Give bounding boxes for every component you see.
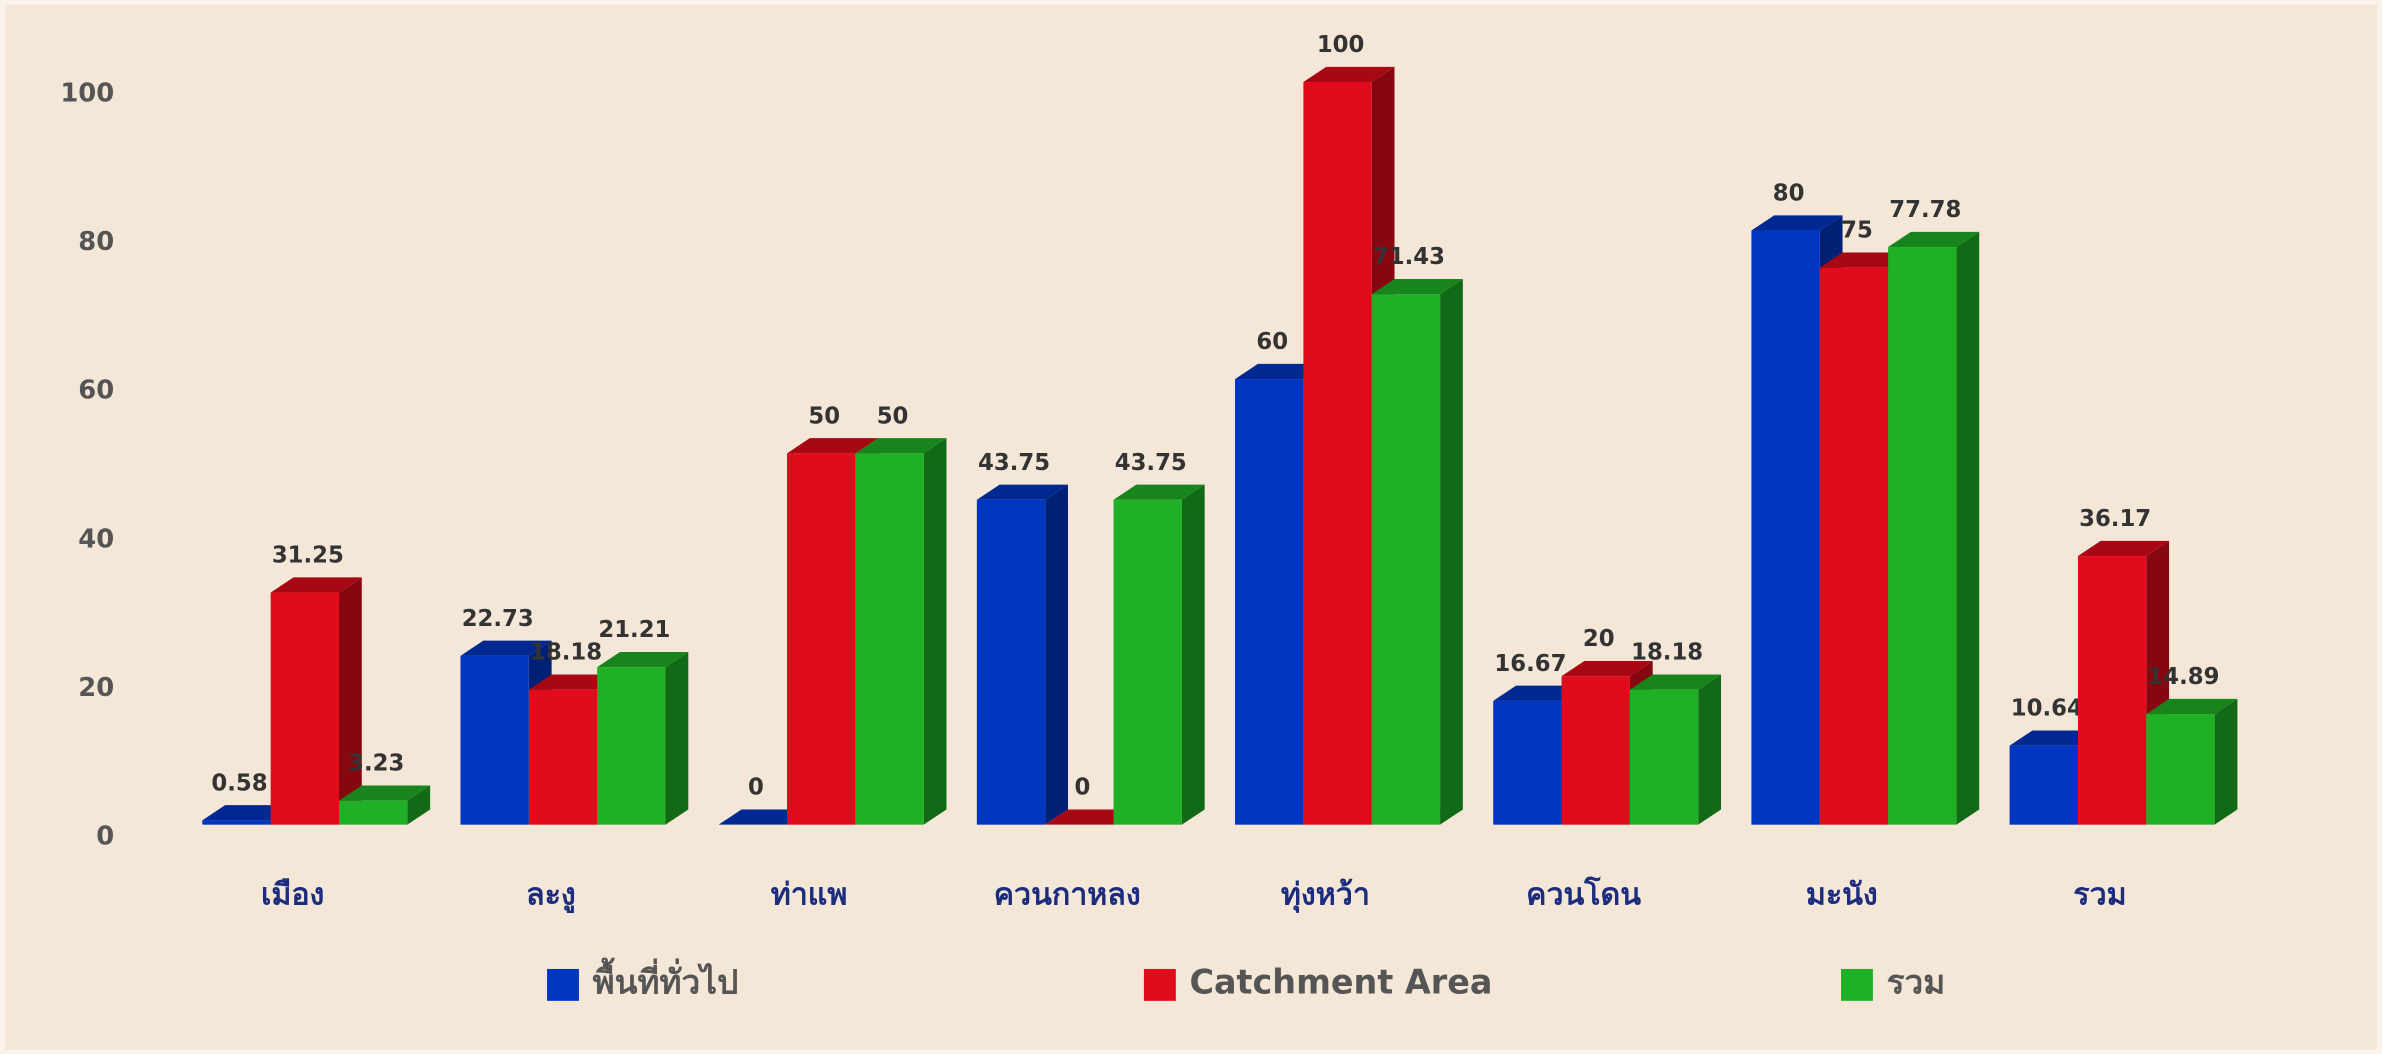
bar [1751, 230, 1820, 825]
bar [1371, 294, 1441, 825]
data-label: 43.75 [1115, 450, 1187, 476]
bar [1303, 82, 1372, 825]
bar-side [2214, 698, 2238, 825]
bar-top [2146, 698, 2238, 715]
x-tick-label: ควนโดน [1526, 876, 1641, 913]
x-tick-label: ควนกาหลง [994, 878, 1141, 913]
data-label: 3.23 [348, 751, 404, 777]
bar-side [923, 438, 947, 825]
bar-top [855, 438, 947, 454]
data-label: 21.21 [598, 617, 670, 643]
bar [1819, 267, 1889, 825]
bar-side [1698, 674, 1722, 825]
bar [1493, 700, 1562, 825]
bar-top [1561, 660, 1653, 677]
bar-top [1888, 231, 1980, 248]
data-label: 16.67 [1494, 651, 1566, 677]
data-label: 20 [1583, 626, 1615, 652]
y-tick-label: 0 [96, 821, 114, 851]
bar-side [407, 785, 431, 825]
data-label: 43.75 [978, 450, 1050, 476]
bar-side [1440, 279, 1463, 825]
bar [2009, 745, 2078, 825]
data-label: 36.17 [2079, 506, 2151, 532]
bar [787, 453, 856, 825]
bar [855, 453, 924, 825]
legend-label: พื้นที่ทั่วไป [593, 958, 739, 1002]
data-label: 60 [1256, 329, 1288, 355]
x-tick-label: ทุ่งหว้า [1281, 878, 1370, 914]
data-label: 77.78 [1889, 197, 1961, 223]
bar [597, 667, 666, 825]
x-tick-label: ท่าแพ [771, 878, 848, 913]
bar [1561, 676, 1630, 825]
y-tick-label: 60 [78, 376, 114, 406]
data-label: 80 [1773, 181, 1805, 207]
bar-top [2077, 540, 2170, 557]
data-label: 100 [1317, 32, 1365, 58]
data-label: 22.73 [462, 606, 534, 632]
bar [270, 592, 339, 825]
bar-side [338, 577, 362, 825]
y-tick-label: 20 [78, 673, 114, 703]
bar-top [1303, 66, 1395, 83]
bar [2146, 714, 2215, 825]
y-tick-label: 40 [78, 524, 114, 554]
data-label: 75 [1841, 218, 1873, 244]
bar [202, 820, 271, 825]
bar-top [597, 651, 689, 668]
bar [338, 800, 408, 825]
data-label: 14.89 [2147, 664, 2219, 690]
bar [460, 655, 529, 825]
x-tick-label: เมือง [261, 878, 324, 913]
bar-side [665, 651, 689, 825]
data-label: 10.64 [2011, 696, 2083, 722]
data-label: 50 [808, 403, 840, 429]
data-label: 18.18 [530, 640, 602, 666]
bar-top [1113, 484, 1205, 500]
bar-top [976, 484, 1068, 500]
legend-swatch [1143, 968, 1176, 1001]
bar [1235, 379, 1304, 825]
bar-side [1181, 484, 1205, 825]
x-tick-label: ละงู [526, 878, 576, 914]
bar-top [338, 785, 431, 801]
data-label: 0.58 [211, 770, 267, 796]
bar-top [787, 438, 879, 454]
bar-side [1045, 484, 1068, 825]
data-label: 31.25 [272, 543, 344, 569]
bar-top [1235, 363, 1327, 380]
bar [528, 689, 598, 825]
bar-top [270, 577, 362, 593]
bar [1629, 689, 1699, 825]
data-label: 50 [877, 403, 909, 429]
bar [1113, 499, 1182, 825]
legend-swatch [547, 968, 579, 1001]
data-label: 71.43 [1373, 244, 1445, 270]
legend-label: Catchment Area [1189, 963, 1492, 1002]
x-tick-label: มะนัง [1806, 878, 1878, 913]
legend-label: รวม [1887, 963, 1946, 1002]
bar-top [1751, 215, 1843, 231]
bar-side [1956, 231, 1980, 825]
legend-swatch [1841, 968, 1873, 1001]
bar [976, 499, 1046, 825]
bar [2077, 556, 2147, 825]
bar [1888, 247, 1957, 825]
data-label: 18.18 [1631, 640, 1703, 666]
y-tick-label: 80 [78, 227, 114, 257]
bar-top [1371, 279, 1463, 295]
x-tick-label: รวม [2073, 878, 2126, 913]
data-label: 0 [748, 775, 764, 801]
bar-top [460, 640, 552, 656]
y-tick-label: 100 [60, 79, 114, 109]
bar-top [1629, 674, 1722, 690]
data-label: 0 [1074, 775, 1090, 801]
